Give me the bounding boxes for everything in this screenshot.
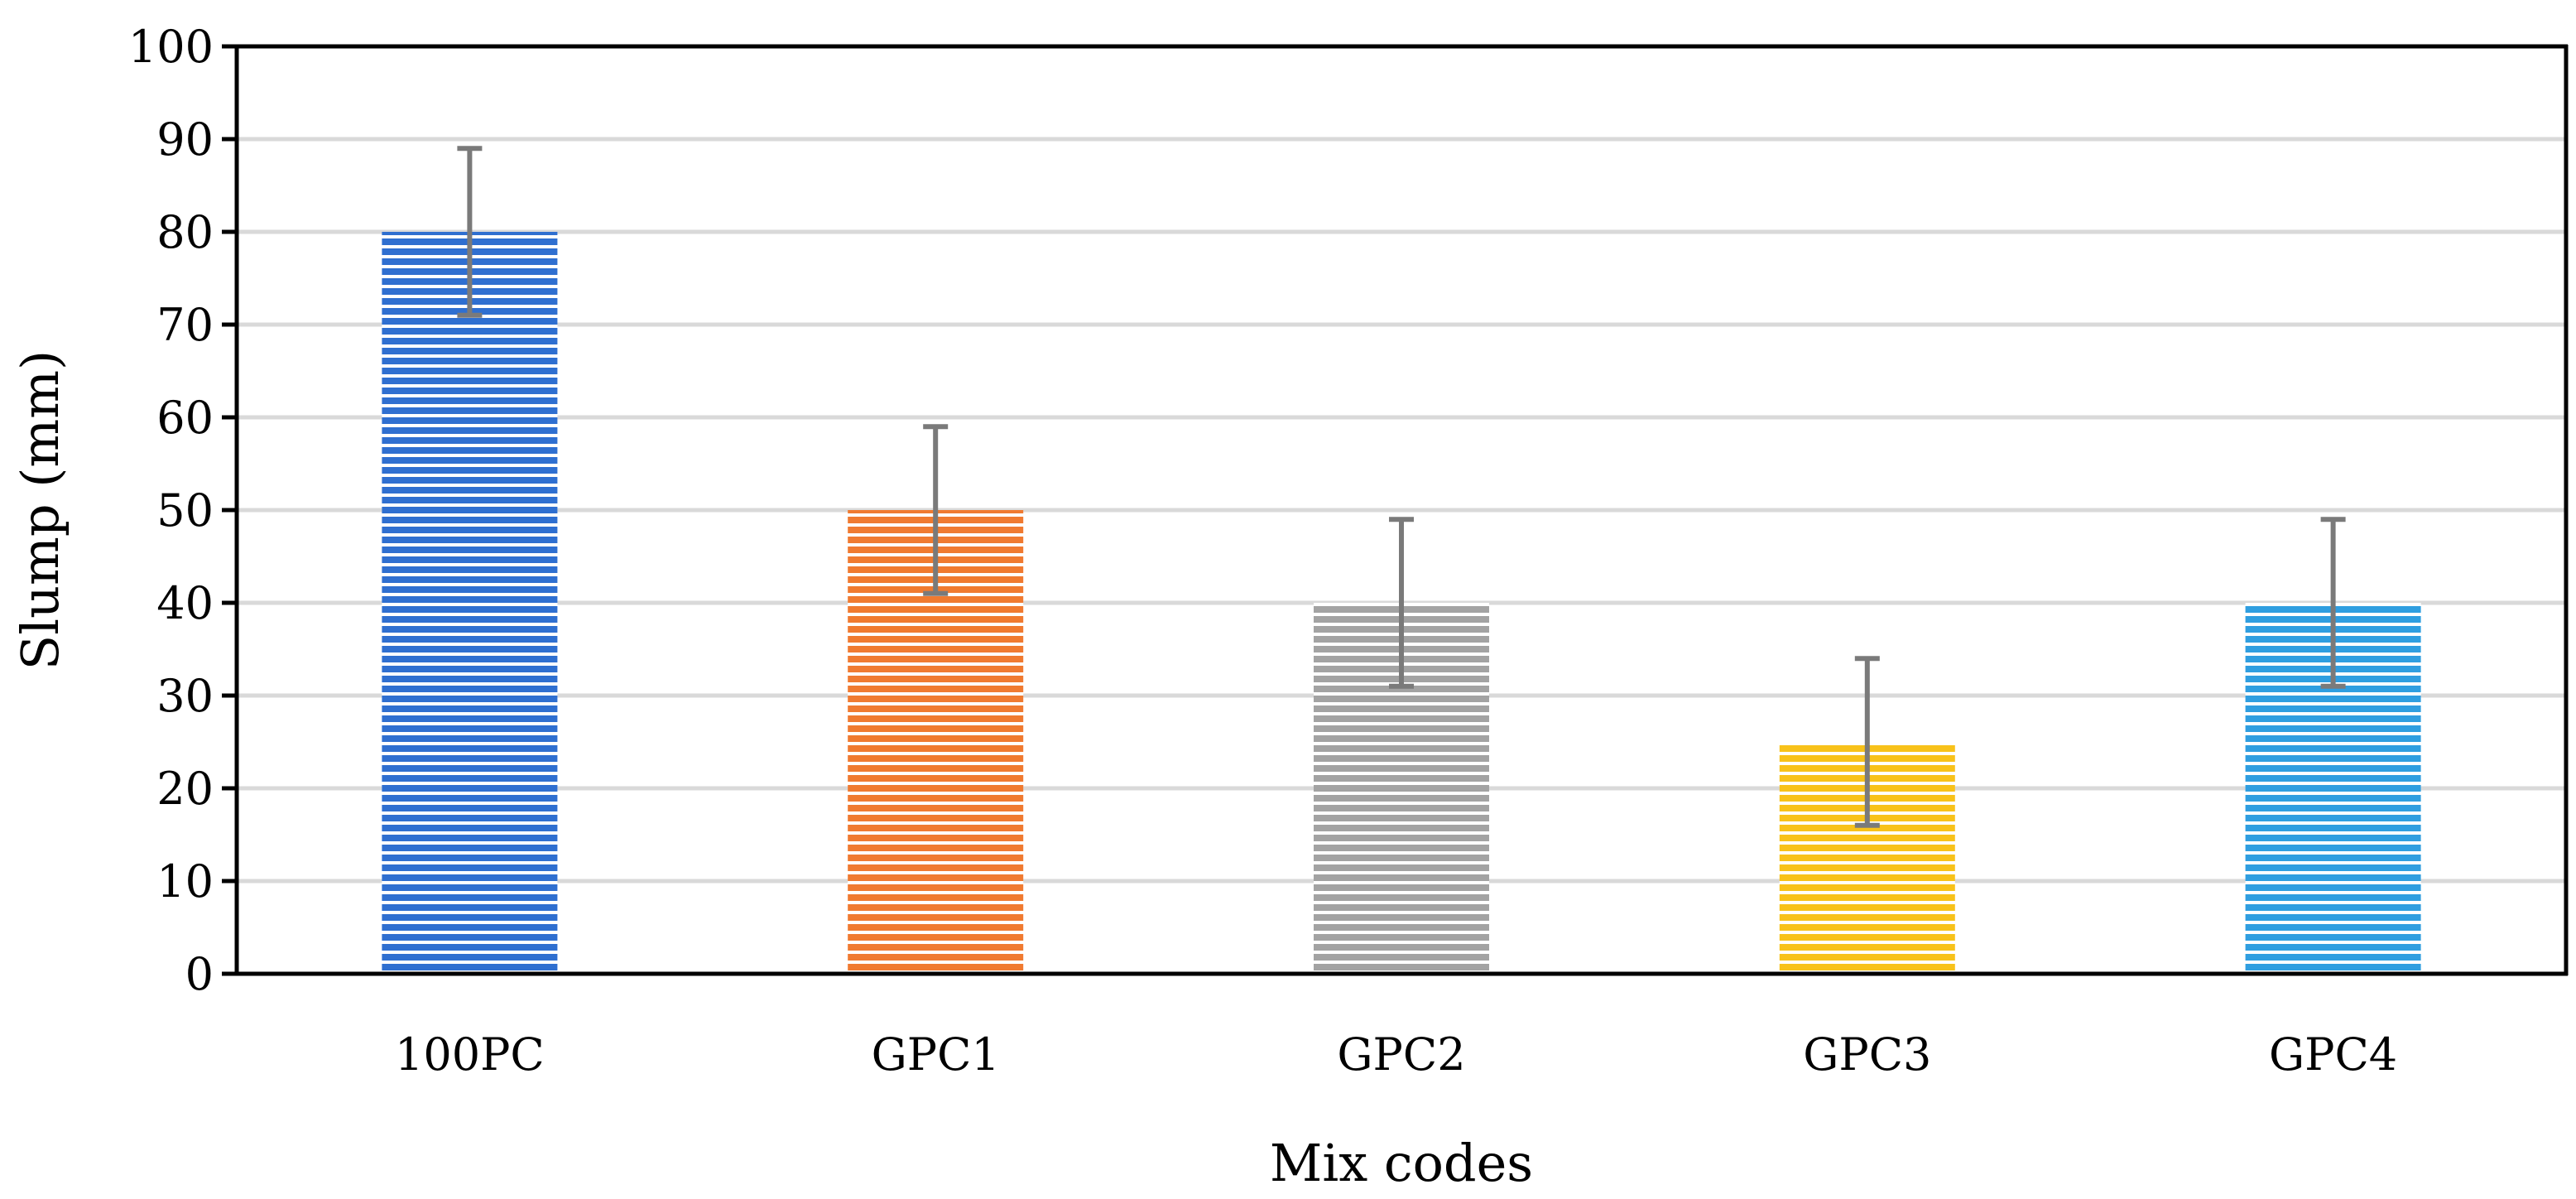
- y-tick-label-30: 30: [156, 670, 214, 722]
- x-tick-label-GPC2: GPC2: [1337, 1028, 1465, 1081]
- error-bar-GPC3: [1854, 656, 1880, 828]
- y-tick-label-100: 100: [128, 21, 214, 73]
- error-bar-100PC: [457, 146, 483, 318]
- y-tick-labels: 0 10 20 30 40 50 60 70 80 90 100: [128, 21, 237, 1000]
- x-axis-title: Mix codes: [1270, 1133, 1533, 1193]
- y-tick-label-50: 50: [156, 484, 214, 537]
- bars: [382, 232, 2421, 974]
- y-axis-title: Slump (mm): [10, 350, 70, 670]
- y-tick-label-60: 60: [156, 392, 214, 444]
- y-tick-label-40: 40: [156, 577, 214, 629]
- y-tick-label-80: 80: [156, 206, 214, 258]
- y-tick-label-10: 10: [156, 855, 214, 908]
- bar-100PC: [382, 232, 558, 974]
- y-tick-label-90: 90: [156, 113, 214, 166]
- x-tick-label-GPC1: GPC1: [872, 1028, 1000, 1081]
- error-bars: [457, 146, 2346, 828]
- axes: [234, 44, 2569, 976]
- x-tick-label-GPC3: GPC3: [1803, 1028, 1931, 1081]
- y-tick-label-70: 70: [156, 299, 214, 351]
- y-tick-label-20: 20: [156, 763, 214, 815]
- error-bar-GPC4: [2320, 517, 2346, 689]
- y-tick-label-0: 0: [185, 948, 214, 1000]
- x-tick-labels: 100PC GPC1 GPC2 GPC3 GPC4: [395, 1028, 2397, 1081]
- x-tick-label-GPC4: GPC4: [2269, 1028, 2397, 1081]
- error-bar-GPC2: [1389, 517, 1414, 689]
- x-tick-label-100PC: 100PC: [395, 1028, 545, 1081]
- error-bar-GPC1: [923, 424, 949, 596]
